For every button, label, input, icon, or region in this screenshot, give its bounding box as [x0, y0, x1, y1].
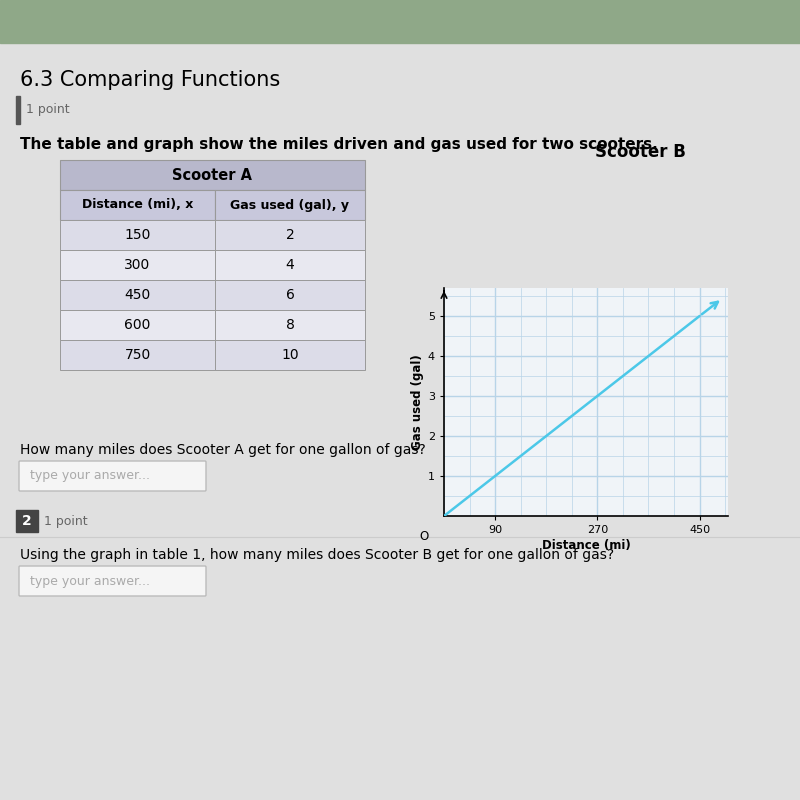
Text: Scooter A: Scooter A: [173, 167, 253, 182]
Text: type your answer...: type your answer...: [30, 470, 150, 482]
Text: 1 point: 1 point: [44, 514, 88, 527]
Text: 150: 150: [124, 228, 150, 242]
Text: 1 point: 1 point: [26, 103, 70, 117]
Bar: [0, 0, 800, 43]
Bar: [215, 190, 365, 220]
Text: 2: 2: [286, 228, 294, 242]
Text: 6.3 Comparing Functions: 6.3 Comparing Functions: [20, 70, 280, 90]
Bar: [60, 280, 215, 310]
Text: How many miles does Scooter A get for one gallon of gas?: How many miles does Scooter A get for on…: [20, 443, 426, 457]
Text: 450: 450: [124, 288, 150, 302]
Bar: [215, 220, 365, 250]
Text: Scooter B: Scooter B: [594, 143, 686, 161]
Bar: [215, 280, 365, 310]
Bar: [60, 190, 215, 220]
Bar: [215, 310, 365, 340]
Text: 8: 8: [286, 318, 294, 332]
Text: O: O: [419, 530, 429, 543]
Bar: [16, 96, 20, 124]
Text: 300: 300: [124, 258, 150, 272]
FancyBboxPatch shape: [19, 566, 206, 596]
FancyBboxPatch shape: [19, 461, 206, 491]
Text: The table and graph show the miles driven and gas used for two scooters.: The table and graph show the miles drive…: [20, 137, 658, 151]
Bar: [60, 340, 215, 370]
Bar: [16, 510, 38, 532]
Text: 600: 600: [124, 318, 150, 332]
Text: 10: 10: [281, 348, 299, 362]
Bar: [60, 310, 215, 340]
Y-axis label: Gas used (gal): Gas used (gal): [410, 354, 424, 450]
Text: type your answer...: type your answer...: [30, 574, 150, 587]
Text: Gas used (gal), y: Gas used (gal), y: [230, 198, 350, 211]
Bar: [60, 160, 365, 190]
X-axis label: Distance (mi): Distance (mi): [542, 539, 630, 552]
Text: 4: 4: [286, 258, 294, 272]
Bar: [215, 250, 365, 280]
Bar: [60, 220, 215, 250]
Bar: [60, 250, 215, 280]
Bar: [215, 340, 365, 370]
Text: 750: 750: [124, 348, 150, 362]
Text: Using the graph in table 1, how many miles does Scooter B get for one gallon of : Using the graph in table 1, how many mil…: [20, 548, 614, 562]
Text: 6: 6: [286, 288, 294, 302]
Text: 2: 2: [22, 514, 32, 528]
Text: Distance (mi), x: Distance (mi), x: [82, 198, 193, 211]
